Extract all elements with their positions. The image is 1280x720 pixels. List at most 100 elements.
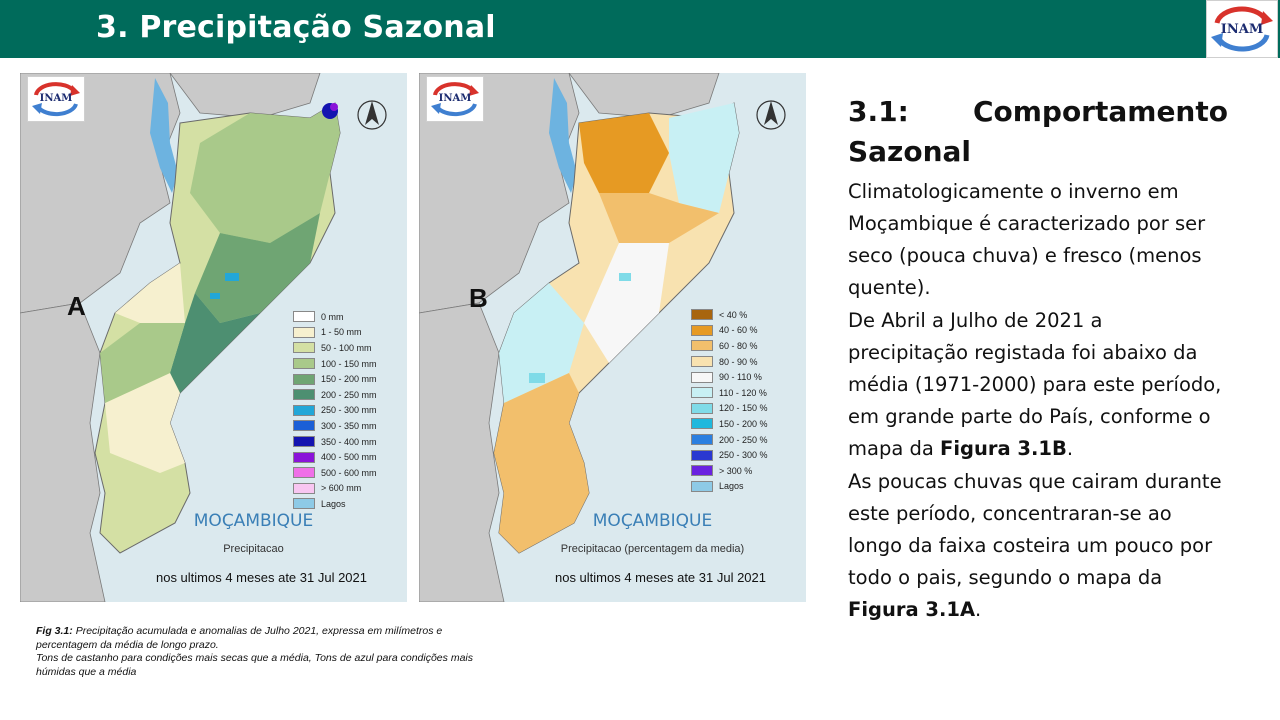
map-panel-a: INAM A 0 mm 1 - 50 mm 50 - 100 mm 100 - 150… <box>20 73 407 602</box>
section-heading: 3.1: Comportamento <box>848 92 1228 132</box>
legend-swatch <box>293 420 315 432</box>
legend-swatch <box>691 418 713 430</box>
map-a-country: MOÇAMBIQUE <box>193 511 314 531</box>
legend-label: Lagos <box>321 498 346 509</box>
legend-swatch <box>293 373 315 385</box>
legend-swatch <box>293 342 315 354</box>
legend-swatch <box>691 371 713 383</box>
legend-swatch <box>293 467 315 479</box>
legend-label: 200 - 250 mm <box>321 389 377 400</box>
legend-item: 80 - 90 % <box>691 354 768 370</box>
legend-item: > 300 % <box>691 463 768 479</box>
legend-swatch <box>293 451 315 463</box>
heading-word: Comportamento <box>972 95 1228 128</box>
caption-text-1: Precipitação acumulada e anomalias de Ju… <box>36 625 443 651</box>
legend-label: 150 - 200 % <box>719 418 768 429</box>
panel-letter-b: B <box>469 283 488 313</box>
legend-item: 40 - 60 % <box>691 323 768 339</box>
legend-label: 90 - 110 % <box>719 372 762 383</box>
legend-item: Lagos <box>691 479 768 495</box>
figure-caption: Fig 3.1: Precipitação acumulada e anomal… <box>36 625 496 679</box>
legend-swatch <box>691 309 713 321</box>
legend-swatch <box>691 434 713 446</box>
paragraph-2-text: De Abril a Julho de 2021 a precipitação … <box>848 309 1222 460</box>
legend-swatch <box>691 465 713 477</box>
legend-item: 400 - 500 mm <box>293 449 377 465</box>
figure-ref-a: Figura 3.1A <box>848 598 976 621</box>
map-b-subtitle: Precipitacao (percentagem da media) <box>560 543 745 555</box>
legend-item: 1 - 50 mm <box>293 325 377 341</box>
legend-item: 60 - 80 % <box>691 338 768 354</box>
legend-swatch <box>293 389 315 401</box>
legend-item: 150 - 200 mm <box>293 371 377 387</box>
legend-swatch <box>691 480 713 492</box>
legend-item: < 40 % <box>691 307 768 323</box>
text-column: 3.1: Comportamento Sazonal Climatologica… <box>848 92 1228 627</box>
legend-a: 0 mm 1 - 50 mm 50 - 100 mm 100 - 150 mm 150 … <box>293 309 377 512</box>
paragraph-2: De Abril a Julho de 2021 a precipitação … <box>848 305 1228 465</box>
map-b-logo: INAM <box>426 76 484 122</box>
legend-b: < 40 % 40 - 60 % 60 - 80 % 80 - 90 % 90 - 11… <box>691 307 768 494</box>
legend-item: Lagos <box>293 496 377 512</box>
legend-label: 100 - 150 mm <box>321 358 377 369</box>
logo-arrows-icon <box>1211 6 1273 52</box>
legend-label: > 600 mm <box>321 483 362 494</box>
legend-item: 50 - 100 mm <box>293 340 377 356</box>
mozambique-anomaly-map <box>419 73 806 602</box>
legend-label: 60 - 80 % <box>719 340 758 351</box>
legend-label: 200 - 250 % <box>719 434 768 445</box>
logo-text: INAM <box>1220 22 1264 37</box>
logo-arrows-icon <box>32 82 80 117</box>
legend-item: 300 - 350 mm <box>293 418 377 434</box>
legend-label: 150 - 200 mm <box>321 374 377 385</box>
legend-swatch <box>691 340 713 352</box>
paragraph-3-text: As poucas chuvas que cairam durante este… <box>848 470 1222 589</box>
map-a-logo-text: INAM <box>39 93 73 104</box>
legend-label: 350 - 400 mm <box>321 436 377 447</box>
caption-line-1: Fig 3.1: Precipitação acumulada e anomal… <box>36 625 496 652</box>
legend-swatch <box>293 311 315 323</box>
caption-label: Fig 3.1: <box>36 625 73 637</box>
legend-item: 250 - 300 % <box>691 447 768 463</box>
legend-label: 0 mm <box>321 311 344 322</box>
legend-label: 250 - 300 mm <box>321 405 377 416</box>
map-b-date: nos ultimos 4 meses ate 31 Jul 2021 <box>554 570 766 585</box>
map-a-date: nos ultimos 4 meses ate 31 Jul 2021 <box>155 570 367 585</box>
legend-label: < 40 % <box>719 309 748 320</box>
legend-swatch <box>691 402 713 414</box>
legend-label: 80 - 90 % <box>719 356 758 367</box>
north-arrow-icon <box>357 100 387 130</box>
legend-item: > 600 mm <box>293 481 377 497</box>
legend-item: 100 - 150 mm <box>293 356 377 372</box>
legend-label: 1 - 50 mm <box>321 327 362 338</box>
legend-item: 110 - 120 % <box>691 385 768 401</box>
inam-logo: INAM <box>1206 0 1278 58</box>
legend-swatch <box>293 404 315 416</box>
legend-item: 200 - 250 % <box>691 432 768 448</box>
legend-label: 110 - 120 % <box>719 387 767 398</box>
paragraph-1: Climatologicamente o inverno em Moçambiq… <box>848 180 1206 299</box>
legend-label: 300 - 350 mm <box>321 420 377 431</box>
legend-item: 90 - 110 % <box>691 369 768 385</box>
legend-swatch <box>293 482 315 494</box>
logo-arrows-icon <box>431 82 479 117</box>
caption-line-2: Tons de castanho para condições mais sec… <box>36 652 473 678</box>
paragraph-2-end: . <box>1066 437 1074 460</box>
legend-item: 200 - 250 mm <box>293 387 377 403</box>
panel-letter-a: A <box>67 291 86 321</box>
legend-label: 120 - 150 % <box>719 403 768 414</box>
legend-item: 120 - 150 % <box>691 401 768 417</box>
section-heading-line-2: Sazonal <box>848 135 972 168</box>
legend-swatch <box>293 326 315 338</box>
legend-swatch <box>293 436 315 448</box>
map-a-logo: INAM <box>27 76 85 122</box>
title-bar: 3. Precipitação Sazonal <box>0 0 1280 58</box>
legend-swatch <box>293 498 315 510</box>
slide-title: 3. Precipitação Sazonal <box>96 10 496 45</box>
legend-label: Lagos <box>719 481 744 492</box>
legend-item: 0 mm <box>293 309 377 325</box>
figure-ref-b: Figura 3.1B <box>940 437 1067 460</box>
mozambique-rainfall-map <box>20 73 407 602</box>
legend-swatch <box>691 324 713 336</box>
legend-label: > 300 % <box>719 465 753 476</box>
